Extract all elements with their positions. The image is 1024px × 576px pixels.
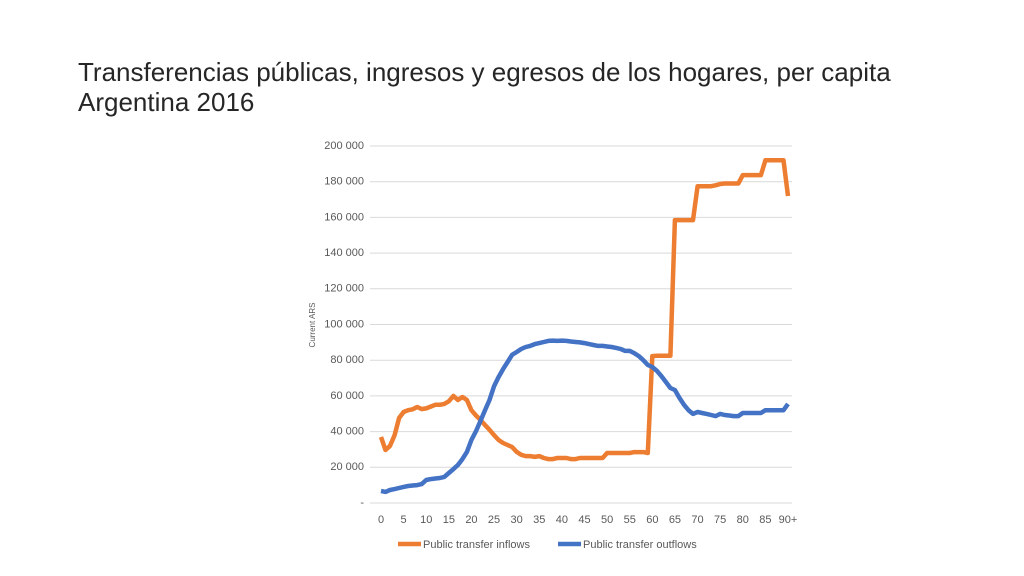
y-tick-label: 100 000 — [324, 318, 364, 330]
y-tick-label: 120 000 — [324, 283, 364, 295]
x-tick-label: 65 — [669, 514, 681, 526]
x-tick-label: 75 — [714, 514, 726, 526]
x-tick-label: 60 — [646, 514, 658, 526]
chart-title: Transferencias públicas, ingresos y egre… — [78, 57, 891, 87]
x-tick-label: 45 — [578, 514, 590, 526]
y-tick-label: - — [360, 497, 364, 509]
x-tick-label: 20 — [465, 514, 477, 526]
x-tick-label: 10 — [420, 514, 432, 526]
x-tick-label: 90+ — [779, 514, 798, 526]
x-tick-label: 25 — [488, 514, 500, 526]
series-line — [380, 338, 790, 495]
x-tick-label: 55 — [624, 514, 636, 526]
chart-subtitle: Argentina 2016 — [78, 87, 254, 117]
y-tick-label: 40 000 — [330, 426, 364, 438]
y-tick-label: 160 000 — [324, 211, 364, 223]
legend-label: Public transfer outflows — [583, 539, 697, 551]
y-tick-label: 20 000 — [330, 461, 364, 473]
x-tick-label: 40 — [556, 514, 568, 526]
y-tick-label: 140 000 — [324, 247, 364, 259]
y-tick-label: 180 000 — [324, 176, 364, 188]
y-axis-label: Current ARS — [308, 303, 317, 348]
x-tick-label: 50 — [601, 514, 613, 526]
x-tick-label: 5 — [401, 514, 407, 526]
y-tick-label: 80 000 — [330, 354, 364, 366]
x-tick-label: 35 — [533, 514, 545, 526]
y-tick-label: 60 000 — [330, 390, 364, 402]
x-tick-label: 70 — [691, 514, 703, 526]
legend-label: Public transfer inflows — [423, 539, 530, 551]
x-tick-label: 30 — [511, 514, 523, 526]
x-tick-label: 0 — [378, 514, 384, 526]
x-tick-label: 80 — [737, 514, 749, 526]
series-line — [378, 158, 791, 462]
x-tick-label: 15 — [443, 514, 455, 526]
y-tick-label: 200 000 — [324, 140, 364, 152]
x-tick-label: 85 — [759, 514, 771, 526]
